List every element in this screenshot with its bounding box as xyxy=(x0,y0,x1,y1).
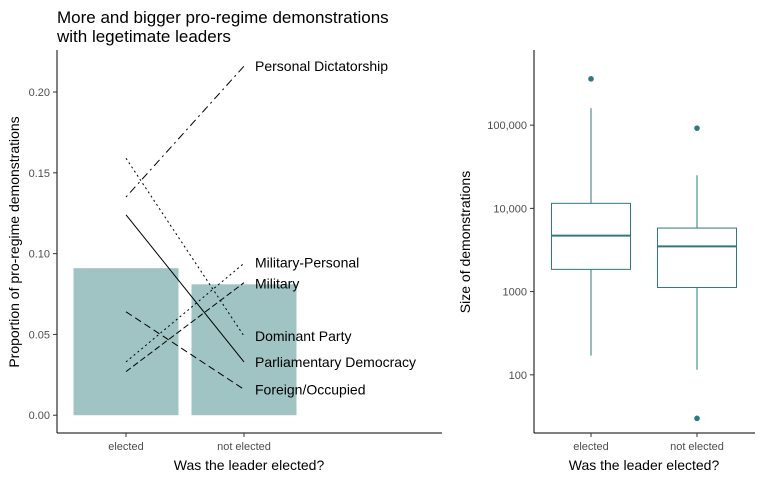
bar-not-elected xyxy=(191,284,297,416)
left-y-ticks: 0.00 0.05 0.10 0.15 0.20 xyxy=(29,87,57,422)
right-x-ticks: elected not elected xyxy=(573,433,724,453)
left-x-tick-label: not elected xyxy=(217,441,271,453)
series-label-foreign-occupied: Foreign/Occupied xyxy=(255,381,366,397)
right-x-tick-label: not elected xyxy=(670,441,724,453)
series-label-military-personal: Military-Personal xyxy=(255,254,359,270)
chart-title-line-2: with legetimate leaders xyxy=(56,27,231,46)
series-label-personal-dictatorship: Personal Dictatorship xyxy=(255,58,388,74)
left-panel: Personal Dictatorship Military-Personal Mi… xyxy=(6,50,442,473)
left-y-tick-label: 0.00 xyxy=(29,410,50,422)
right-y-tick-label: 100 xyxy=(509,370,527,382)
series-label-military: Military xyxy=(255,276,299,292)
right-y-tick-label: 10,000 xyxy=(493,203,527,215)
right-x-axis-label: Was the leader elected? xyxy=(569,457,720,473)
series-line-military xyxy=(125,282,245,372)
left-y-tick-label: 0.20 xyxy=(29,87,50,99)
outlier-point xyxy=(588,76,594,82)
chart-title-line-1: More and bigger pro-regime demonstration… xyxy=(57,8,389,27)
left-x-tick-label: elected xyxy=(108,441,143,453)
box-not-elected xyxy=(657,227,737,289)
left-x-ticks: elected not elected xyxy=(108,433,271,453)
left-y-tick-label: 0.15 xyxy=(29,168,50,180)
outlier-point xyxy=(694,415,700,422)
outlier-point xyxy=(694,125,700,131)
left-y-tick-label: 0.05 xyxy=(29,329,50,341)
right-y-axis-label: Size of demonstrations xyxy=(457,171,473,313)
series-line-dominant-party xyxy=(125,157,245,337)
right-y-ticks: 100 1000 10,000 100,000 xyxy=(487,120,534,382)
series-line-military-personal xyxy=(125,262,245,363)
left-y-axis-label: Proportion of pro-regime demonstrations xyxy=(6,116,22,367)
chart-title: More and bigger pro-regime demonstration… xyxy=(56,8,393,46)
right-y-tick-label: 100,000 xyxy=(487,120,527,132)
left-bars xyxy=(73,268,297,416)
right-y-tick-label: 1000 xyxy=(503,287,527,299)
left-x-axis-label: Was the leader elected? xyxy=(174,457,325,473)
series-label-parliamentary-democracy: Parliamentary Democracy xyxy=(255,354,416,370)
right-boxes xyxy=(551,76,737,422)
left-y-tick-label: 0.10 xyxy=(29,249,50,261)
left-lines xyxy=(125,65,245,390)
series-line-personal-dictatorship xyxy=(125,65,245,198)
series-label-dominant-party: Dominant Party xyxy=(255,328,351,344)
bar-elected xyxy=(73,268,179,416)
series-line-foreign-occupied xyxy=(125,311,245,390)
right-x-tick-label: elected xyxy=(573,441,608,453)
left-series-labels: Personal Dictatorship Military-Personal Mi… xyxy=(255,58,416,397)
series-line-parliamentary-democracy xyxy=(125,214,245,363)
